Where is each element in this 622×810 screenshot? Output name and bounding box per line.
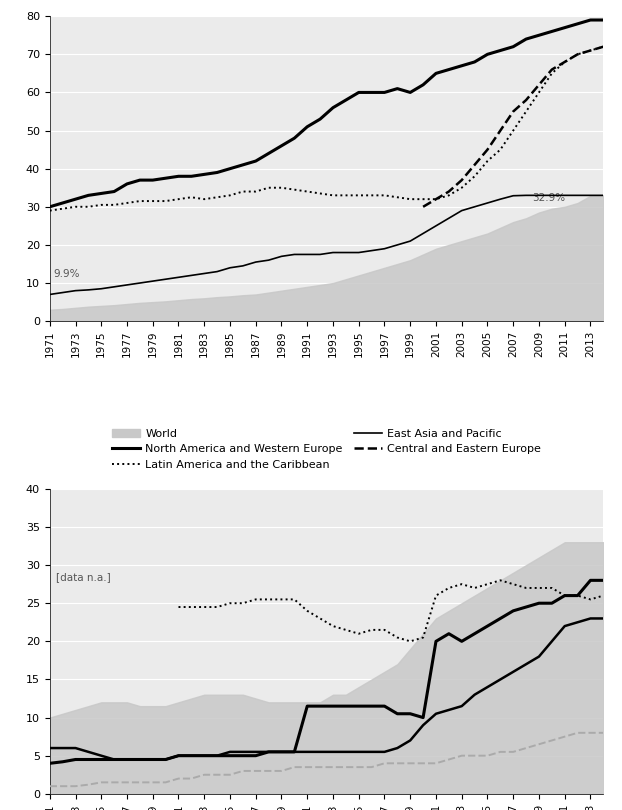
Text: 32.9%: 32.9% — [532, 193, 565, 203]
Text: [data n.a.]: [data n.a.] — [56, 573, 111, 582]
Text: 9.9%: 9.9% — [53, 269, 80, 279]
Legend: World, North America and Western Europe, Latin America and the Caribbean, East A: World, North America and Western Europe,… — [108, 424, 545, 474]
